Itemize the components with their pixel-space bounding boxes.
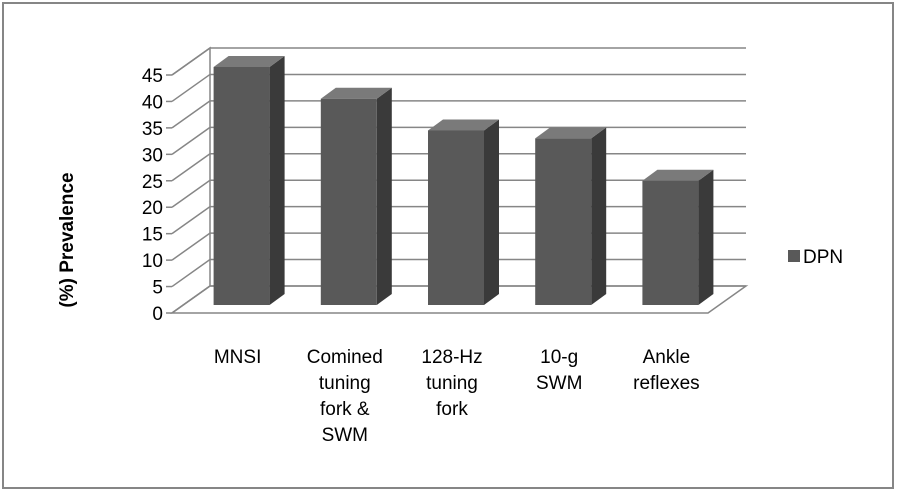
x-tick-label: 10-g SWM [536, 347, 582, 394]
gridline [171, 73, 746, 103]
bar-side [376, 87, 392, 305]
bar-front [213, 67, 270, 305]
gridline [171, 47, 746, 76]
x-axis-category-labels: MNSI Comined tuning fork & SWM 128-Hz tuning fo… [214, 347, 700, 446]
x-tick-label: Comined tuning fork & SWM [307, 347, 383, 446]
bar [642, 169, 714, 305]
y-tick-label: 45 [142, 66, 163, 87]
bar-front [535, 138, 592, 305]
bar [428, 119, 499, 305]
gridline [171, 100, 746, 129]
bar [535, 127, 607, 306]
bar-side [698, 169, 714, 305]
bars [213, 56, 714, 306]
bar-front [642, 180, 699, 305]
y-tick-label: 30 [142, 145, 163, 166]
y-axis-label: (%) Prevalence [57, 172, 78, 307]
y-tick-label: 20 [142, 198, 163, 219]
y-tick-label: 10 [142, 251, 163, 272]
bar-side [269, 56, 285, 305]
bar-top [320, 87, 392, 99]
bar [213, 56, 285, 305]
y-tick-label: 40 [142, 92, 163, 113]
y-tick-label: 15 [142, 225, 163, 246]
x-tick-label: 128-Hz tuning fork [421, 347, 482, 420]
x-tick-label: MNSI [214, 347, 262, 368]
bar-top [428, 119, 499, 131]
x-tick-label: Ankle reflexes [633, 347, 700, 394]
legend-swatch [788, 250, 800, 262]
y-tick-label: 5 [152, 278, 163, 299]
y-tick-label: 35 [142, 119, 163, 140]
gridline [171, 126, 746, 155]
bar-front [428, 130, 484, 305]
y-tick-label: 0 [152, 304, 163, 325]
bar-side [591, 127, 607, 306]
legend: DPN [788, 247, 843, 268]
bar-top [642, 169, 714, 181]
bar-side [484, 119, 499, 305]
bar-top [535, 127, 607, 139]
bar-front [320, 98, 377, 305]
legend-label-dpn: DPN [803, 247, 843, 268]
bar-top [213, 56, 285, 67]
y-tick-label: 25 [142, 172, 163, 193]
bar [320, 87, 392, 305]
y-axis-ticks: 0 5 10 15 20 25 30 35 40 45 [142, 66, 172, 325]
